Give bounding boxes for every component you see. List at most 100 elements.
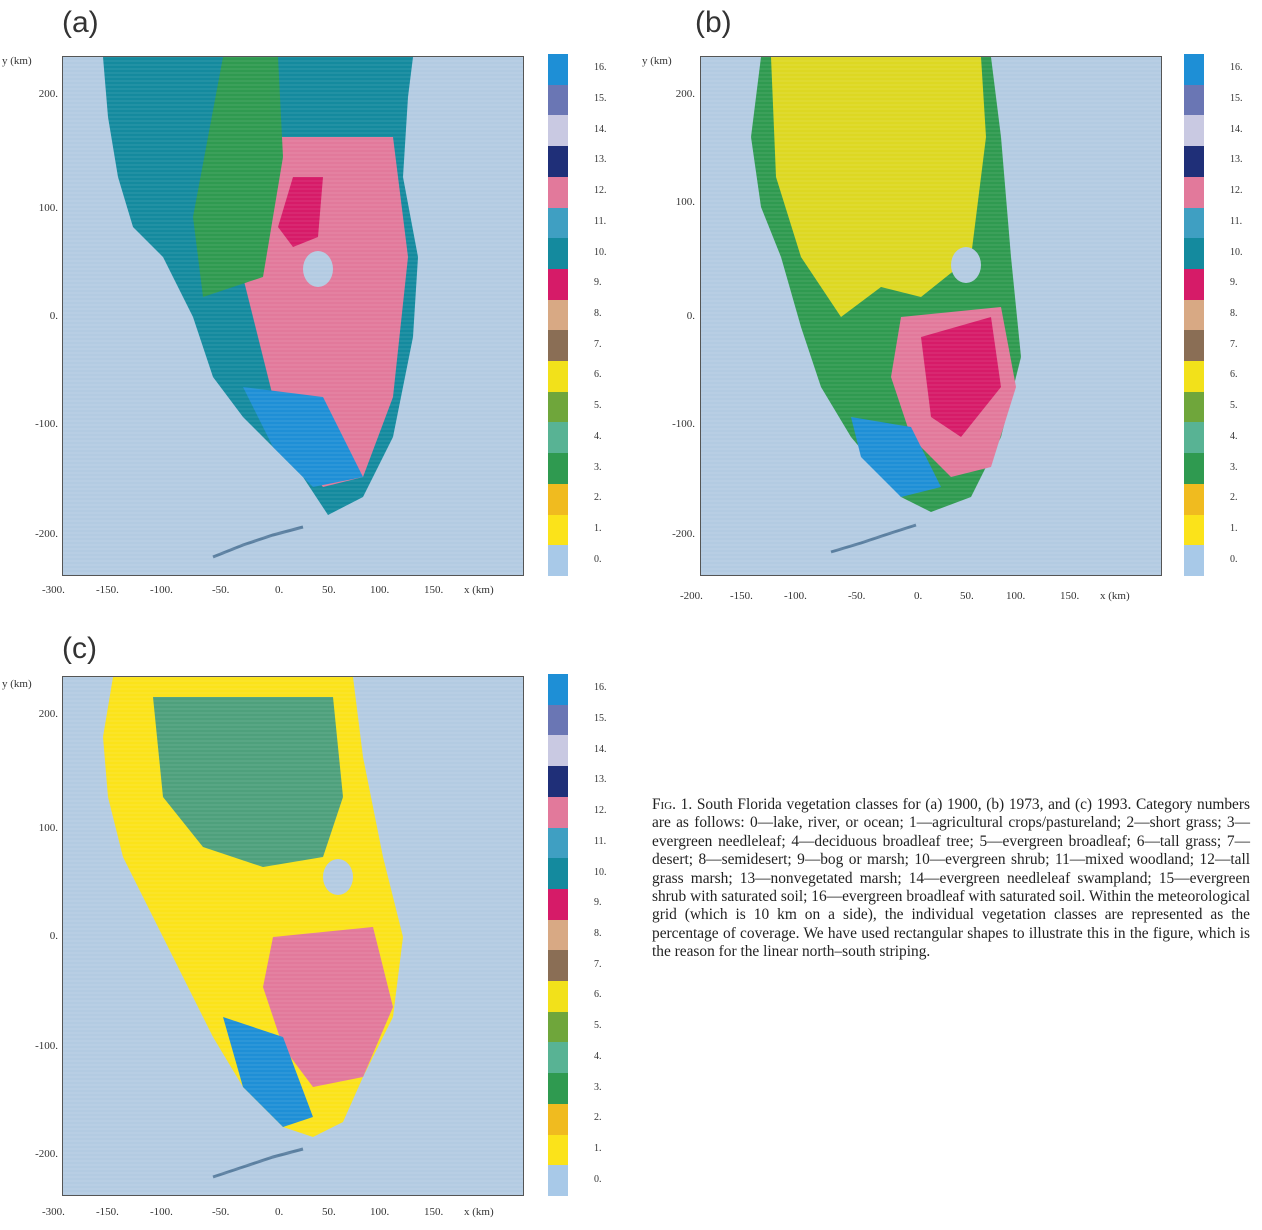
legend-label: 0. (594, 553, 602, 565)
legend-label: 3. (1230, 461, 1238, 473)
legend-swatch (1184, 115, 1204, 147)
legend-label: 14. (594, 123, 607, 135)
legend-label: 2. (1230, 492, 1238, 504)
legend-swatch (548, 1011, 568, 1043)
broadleaf-saturated-region (223, 1017, 313, 1127)
x-tick: -150. (730, 590, 753, 602)
x-tick: 50. (322, 1206, 336, 1218)
caption-text: South Florida vegetation classes for (a)… (652, 796, 1250, 961)
panel-letter: (a) (62, 6, 99, 39)
x-tick: -300. (42, 1206, 65, 1218)
legend-label: 10. (1230, 246, 1243, 258)
legend-swatch (548, 268, 568, 301)
x-axis-title: x (km) (464, 1206, 494, 1218)
legend-label: 2. (594, 492, 602, 504)
legend-label: 12. (594, 185, 607, 197)
legend: 16. 15. 14. 13. 12. 11. 10. 9. 8. 7. 6. 5. 4. 3. 2. 1. 0… (548, 54, 628, 577)
legend-label: 15. (594, 93, 607, 105)
legend-label: 16. (594, 62, 607, 74)
legend-swatch (548, 453, 568, 485)
legend-swatch (548, 950, 568, 982)
x-axis-title: x (km) (464, 584, 494, 596)
legend-label: 4. (594, 430, 602, 442)
legend-label: 1. (594, 1142, 602, 1154)
legend-swatch (548, 483, 568, 516)
legend-label: 5. (594, 400, 602, 412)
crop-region (771, 57, 986, 317)
legend-label: 2. (594, 1112, 602, 1124)
y-tick: 0. (49, 930, 58, 942)
y-tick: -200. (35, 1148, 58, 1160)
y-tick: 0. (686, 310, 695, 322)
legend-label: 14. (594, 743, 607, 755)
legend-swatch (1184, 483, 1204, 516)
keys (212, 525, 304, 559)
y-tick: -100. (35, 1040, 58, 1052)
legend-swatch (548, 146, 568, 178)
legend-label: 6. (1230, 369, 1238, 381)
legend-swatch (1184, 176, 1204, 209)
y-tick: 100. (38, 822, 58, 834)
legend-swatch (1184, 54, 1204, 86)
lake-okeechobee (303, 251, 333, 287)
lake-okeechobee (951, 247, 981, 283)
legend-label: 3. (594, 1081, 602, 1093)
panel-letter: (b) (695, 6, 732, 39)
legend-swatch (548, 330, 568, 362)
map-svg (701, 57, 1161, 574)
legend-swatch (548, 84, 568, 116)
legend-label: 14. (1230, 123, 1243, 135)
legend-label: 4. (594, 1050, 602, 1062)
x-tick: 0. (914, 590, 923, 602)
legend-label: 12. (594, 805, 607, 817)
legend-swatch (548, 545, 568, 577)
legend-label: 11. (1230, 215, 1243, 227)
legend-swatch (548, 1042, 568, 1074)
x-tick: 100. (370, 1206, 390, 1218)
legend-swatch (548, 299, 568, 331)
legend-swatch (548, 1165, 568, 1197)
x-tick: -150. (96, 584, 119, 596)
vegetation-map (700, 56, 1162, 576)
legend-label: 15. (594, 713, 607, 725)
legend-label: 6. (594, 369, 602, 381)
y-tick: 100. (675, 196, 695, 208)
y-axis-title: y (km) (2, 678, 32, 690)
broadleaf-saturated-region (243, 387, 363, 487)
legend-swatch (548, 766, 568, 798)
legend-label: 8. (594, 308, 602, 319)
legend-label: 9. (594, 897, 602, 909)
legend-label: 10. (594, 866, 607, 878)
y-tick: -200. (672, 528, 695, 540)
legend-swatch (548, 827, 568, 859)
bog-region (278, 177, 323, 247)
marsh-region (263, 927, 393, 1087)
legend-label: 8. (594, 928, 602, 939)
legend-swatch (548, 514, 568, 546)
legend-label: 3. (594, 461, 602, 473)
x-tick: 150. (1060, 590, 1080, 602)
legend-swatch (548, 919, 568, 951)
legend-swatch (548, 176, 568, 209)
vegetation-map (62, 676, 524, 1196)
legend-label: 13. (594, 154, 607, 166)
legend-label: 9. (1230, 277, 1238, 289)
needleleaf-region (193, 57, 283, 297)
legend-label: 1. (1230, 522, 1238, 534)
legend-label: 5. (594, 1020, 602, 1032)
shrub-region (153, 697, 343, 867)
legend-swatch (1184, 84, 1204, 116)
legend-swatch (548, 735, 568, 767)
legend-label: 11. (594, 835, 607, 847)
legend-label: 16. (1230, 62, 1243, 74)
legend: 16. 15. 14. 13. 12. 11. 10. 9. 8. 7. 6. 5. 4. 3. 2. 1. 0… (548, 674, 628, 1197)
x-tick: -150. (96, 1206, 119, 1218)
legend-swatch (548, 981, 568, 1013)
legend-label: 9. (594, 277, 602, 289)
bog-region (921, 317, 1001, 437)
legend-swatch (1184, 207, 1204, 239)
legend-swatch (1184, 422, 1204, 454)
legend-swatch (548, 858, 568, 890)
legend-label: 12. (1230, 185, 1243, 197)
legend-label: 1. (594, 522, 602, 534)
